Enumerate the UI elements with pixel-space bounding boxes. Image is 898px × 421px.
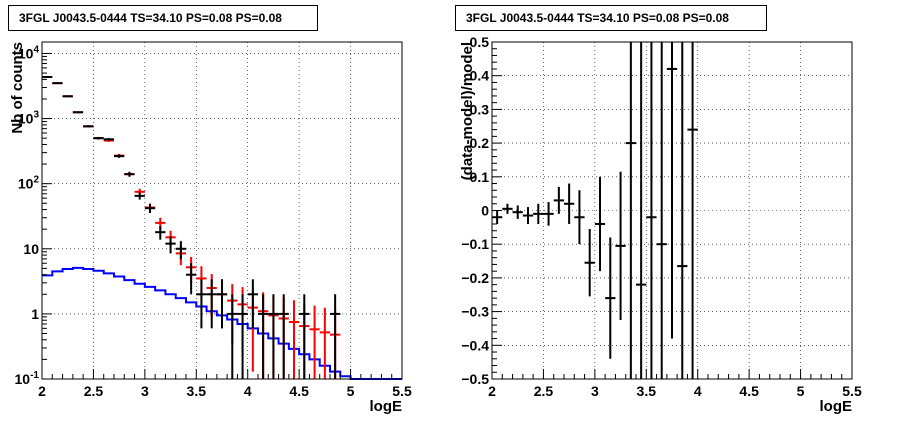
left-grid <box>42 42 402 379</box>
right-x-tick-label: 5 <box>797 383 805 399</box>
left-x-tick-label: 5.5 <box>392 383 412 399</box>
right-y-tick-label: −0.2 <box>461 270 489 286</box>
counts-panel: 2 2.5 3 3.5 4 4.5 5 5.5 10-1 1 10 102 103 104 logE Nb o… <box>9 41 412 415</box>
right-x-tick-label: 2.5 <box>534 383 554 399</box>
left-y-axis: 10-1 1 10 102 103 104 <box>15 44 52 387</box>
right-y-tick-label: 0.3 <box>470 101 490 117</box>
right-y-tick-label: 0.4 <box>470 68 490 84</box>
right-x-tick-label: 3 <box>591 383 599 399</box>
residuals-panel: 2 2.5 3 3.5 4 4.5 5 5.5 −0.5 −0.4 −0.3 −0.2 −0.1 0 0.1… <box>459 34 862 415</box>
left-x-tick-label: 3.5 <box>187 383 207 399</box>
left-x-tick-label: 3 <box>141 383 149 399</box>
right-y-tick-label: −0.1 <box>461 236 489 252</box>
right-x-axis: 2 2.5 3 3.5 4 4.5 5 5.5 <box>488 369 862 399</box>
right-y-tick-label: −0.4 <box>461 337 489 353</box>
right-y-tick-label: 0.1 <box>470 169 490 185</box>
right-y-axis-title: (data-model)/model <box>459 42 476 180</box>
right-y-tick-label: 0.5 <box>470 34 490 50</box>
right-y-tick-label: −0.3 <box>461 304 489 320</box>
right-y-axis: −0.5 −0.4 −0.3 −0.2 −0.1 0 0.1 0.2 0.3 0.4 0.5 <box>461 34 502 387</box>
left-y-tick-label: 103 <box>18 110 40 127</box>
left-chart-title: 3FGL J0043.5-0444 TS=34.10 PS=0.08 PS=0.… <box>8 5 318 31</box>
left-y-axis-title: Nb of counts <box>9 42 26 134</box>
left-x-axis: 2 2.5 3 3.5 4 4.5 5 5.5 <box>38 369 412 399</box>
left-y-tick-label: 10-1 <box>15 370 40 387</box>
right-x-tick-label: 2 <box>488 383 496 399</box>
left-x-tick-label: 2 <box>38 383 46 399</box>
left-x-tick-label: 4.5 <box>289 383 309 399</box>
left-x-tick-label: 2.5 <box>84 383 104 399</box>
left-x-tick-label: 4 <box>244 383 252 399</box>
right-x-axis-title: logE <box>820 398 853 415</box>
left-y-tick-label: 1 <box>31 306 39 322</box>
left-x-tick-label: 5 <box>347 383 355 399</box>
right-y-tick-label: −0.5 <box>461 371 489 387</box>
right-x-tick-label: 3.5 <box>637 383 657 399</box>
right-x-tick-label: 4.5 <box>739 383 759 399</box>
right-y-tick-label: 0.2 <box>470 135 490 151</box>
right-x-tick-label: 5.5 <box>842 383 862 399</box>
left-y-tick-label: 102 <box>18 175 40 192</box>
right-y-tick-label: 0 <box>481 203 489 219</box>
right-x-tick-label: 4 <box>694 383 702 399</box>
right-chart-title: 3FGL J0043.5-0444 TS=34.10 PS=0.08 PS=0.… <box>455 5 767 31</box>
left-plot-frame <box>41 41 403 380</box>
left-y-tick-label: 104 <box>18 44 40 61</box>
left-x-axis-title: logE <box>370 398 403 415</box>
left-y-tick-label: 10 <box>23 241 39 257</box>
